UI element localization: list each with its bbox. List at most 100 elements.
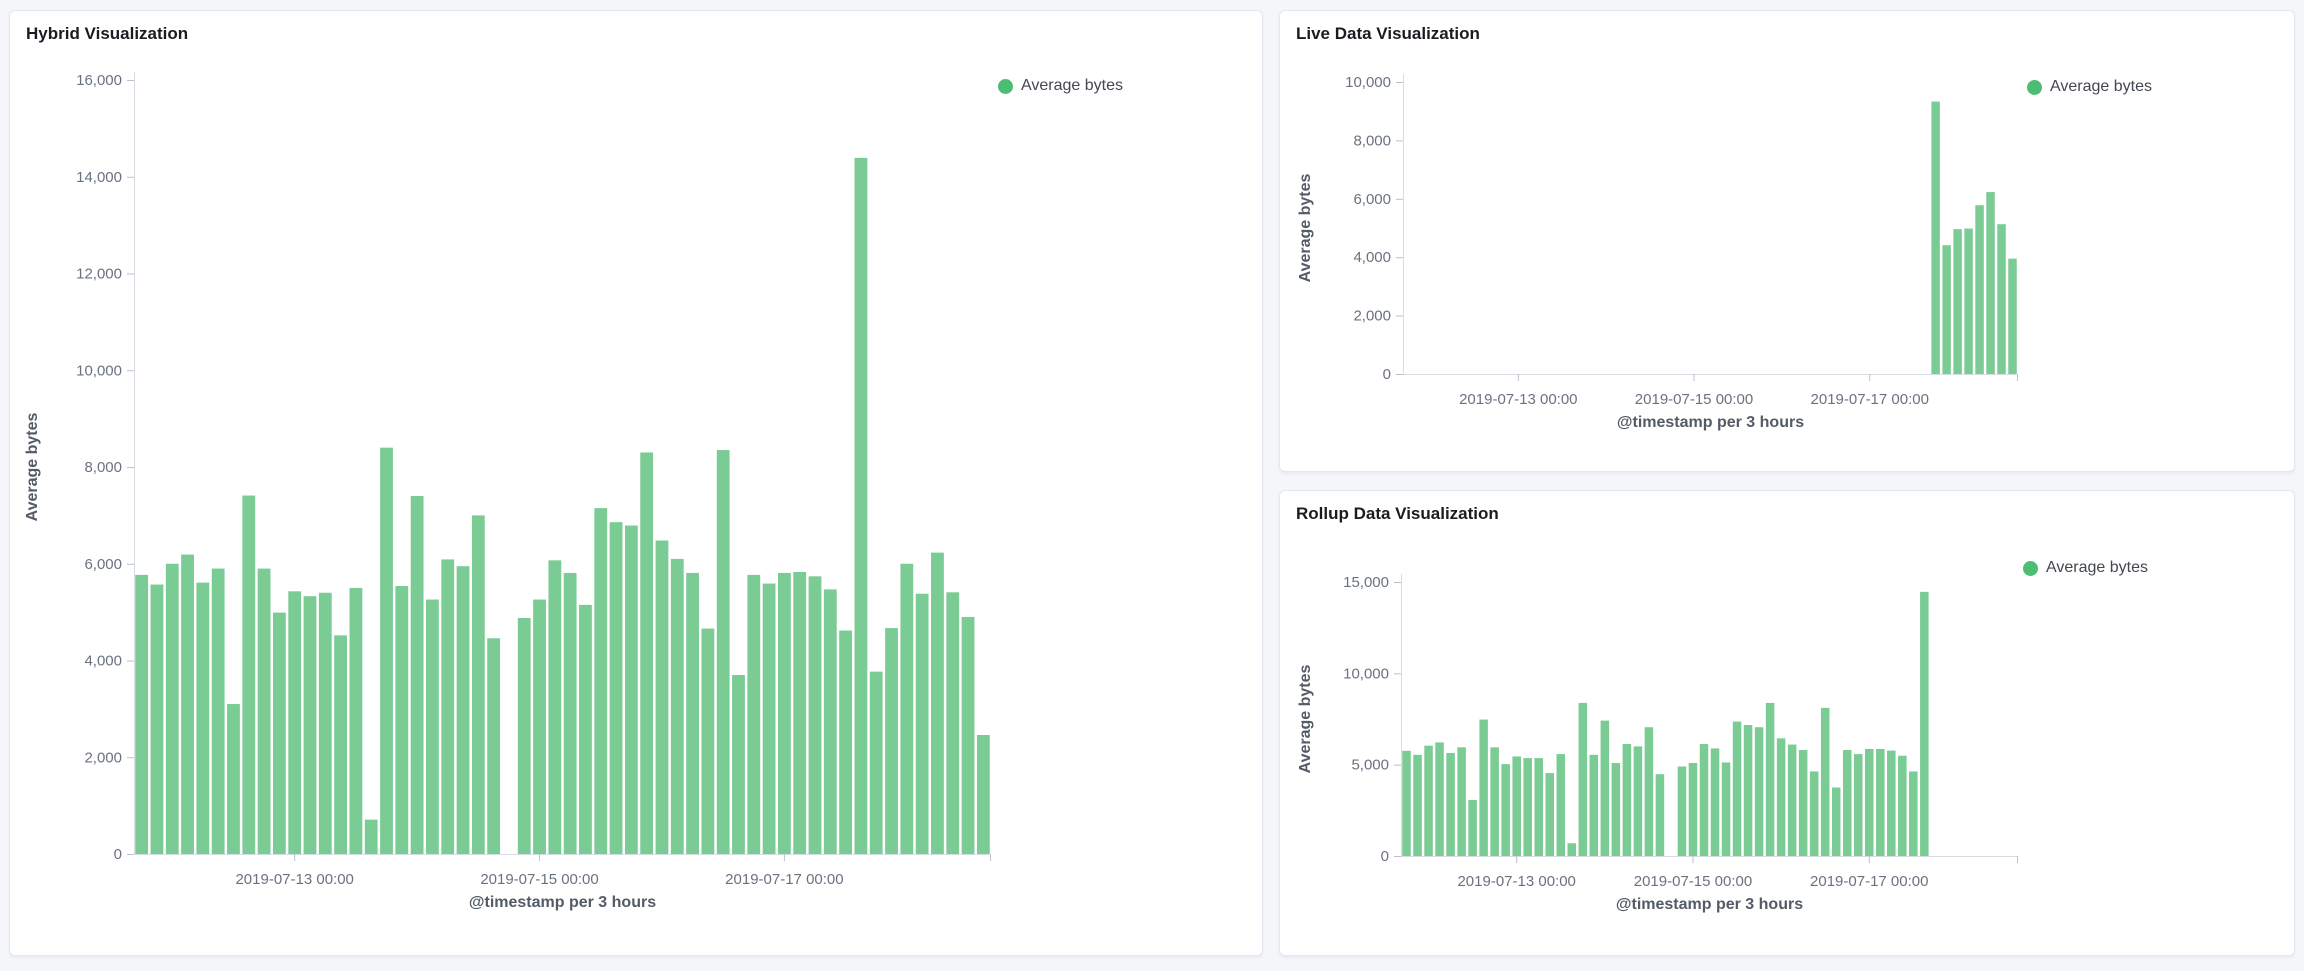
bar-slot-37[interactable]	[701, 628, 715, 854]
bar-slot-26[interactable]	[533, 599, 546, 854]
bar-slot-46[interactable]	[839, 630, 853, 854]
bar-slot-13[interactable]	[334, 635, 347, 854]
bar-slot-25[interactable]	[517, 617, 531, 854]
bar-slot-35[interactable]	[670, 558, 684, 854]
bar-slot-49[interactable]	[1942, 245, 1951, 374]
bar-slot-18[interactable]	[1600, 720, 1610, 856]
bar-slot-17[interactable]	[395, 586, 409, 854]
bar-slot-47[interactable]	[854, 157, 868, 854]
bar-slot-52[interactable]	[931, 552, 944, 854]
bar-slot-27[interactable]	[548, 560, 562, 854]
bar-slot-12[interactable]	[318, 592, 332, 854]
bar-slot-42[interactable]	[778, 572, 791, 854]
bar-slot-32[interactable]	[624, 525, 638, 854]
bar-slot-32[interactable]	[1754, 727, 1764, 856]
bar-slot-49[interactable]	[885, 628, 898, 854]
bar-slot-51[interactable]	[1964, 228, 1973, 374]
bar-slot-8[interactable]	[1490, 747, 1499, 856]
bar-slot-31[interactable]	[1743, 725, 1753, 856]
legend[interactable]: Average bytes	[2023, 559, 2148, 577]
bar-slot-10[interactable]	[288, 591, 302, 854]
bar-slot-30[interactable]	[594, 508, 608, 854]
bar-slot-14[interactable]	[1556, 754, 1566, 856]
bar-slot-20[interactable]	[1622, 744, 1632, 856]
bar-slot-29[interactable]	[1721, 762, 1731, 856]
bar-slot-51[interactable]	[915, 593, 929, 854]
bar-slot-38[interactable]	[1820, 707, 1830, 856]
bar-slot-13[interactable]	[1545, 773, 1554, 856]
bar-slot-8[interactable]	[257, 568, 271, 854]
bar-slot-15[interactable]	[364, 819, 378, 854]
bar-slot-22[interactable]	[471, 515, 485, 855]
bar-slot-34[interactable]	[655, 540, 669, 854]
bar-slot-50[interactable]	[900, 563, 914, 854]
bar-slot-25[interactable]	[1677, 766, 1687, 856]
bar-slot-47[interactable]	[1920, 591, 1929, 856]
bar-slot-31[interactable]	[609, 522, 623, 854]
bar-slot-55[interactable]	[976, 735, 990, 854]
bar-slot-54[interactable]	[1997, 224, 2006, 374]
bar-slot-7[interactable]	[1479, 719, 1488, 856]
bar-slot-23[interactable]	[487, 638, 501, 854]
bar-slot-9[interactable]	[1501, 764, 1510, 856]
bar-slot-14[interactable]	[349, 587, 363, 854]
bar-slot-34[interactable]	[1776, 738, 1786, 856]
bar-slot-44[interactable]	[808, 576, 822, 854]
bar-slot-53[interactable]	[946, 592, 960, 854]
bar-slot-5[interactable]	[1457, 747, 1466, 856]
bar-slot-6[interactable]	[1468, 799, 1477, 856]
bar-slot-35[interactable]	[1787, 744, 1797, 856]
bar-slot-6[interactable]	[227, 704, 240, 854]
bar-slot-43[interactable]	[793, 571, 807, 854]
bar-slot-30[interactable]	[1732, 721, 1742, 856]
bar-slot-28[interactable]	[563, 572, 577, 854]
bar-slot-12[interactable]	[1534, 758, 1543, 856]
bar-slot-16[interactable]	[380, 447, 393, 854]
bar-slot-39[interactable]	[1831, 787, 1841, 857]
bar-slot-21[interactable]	[1633, 746, 1643, 856]
bar-slot-53[interactable]	[1986, 192, 1995, 374]
bar-slot-50[interactable]	[1953, 229, 1962, 374]
bar-slot-3[interactable]	[181, 554, 194, 854]
bar-slot-19[interactable]	[426, 599, 439, 854]
bar-slot-1[interactable]	[150, 584, 164, 854]
bar-slot-37[interactable]	[1809, 771, 1819, 856]
bar-slot-27[interactable]	[1699, 744, 1709, 856]
bar-slot-16[interactable]	[1578, 702, 1588, 856]
bar-slot-39[interactable]	[732, 675, 745, 854]
bar-slot-33[interactable]	[1765, 702, 1775, 856]
bar-slot-36[interactable]	[686, 572, 699, 854]
bar-slot-42[interactable]	[1865, 748, 1874, 856]
bar-slot-22[interactable]	[1644, 727, 1654, 856]
bar-slot-10[interactable]	[1512, 756, 1521, 856]
bar-slot-23[interactable]	[1655, 774, 1665, 856]
bar-slot-11[interactable]	[1523, 758, 1532, 856]
bar-slot-15[interactable]	[1567, 843, 1577, 856]
bar-slot-36[interactable]	[1798, 750, 1808, 856]
bar-slot-21[interactable]	[456, 566, 470, 854]
bar-slot-26[interactable]	[1688, 763, 1698, 856]
bar-slot-40[interactable]	[747, 574, 761, 854]
bar-slot-2[interactable]	[1424, 745, 1433, 856]
bar-slot-18[interactable]	[410, 496, 424, 854]
bar-slot-29[interactable]	[579, 604, 592, 854]
bar-slot-2[interactable]	[165, 563, 179, 854]
bar-slot-4[interactable]	[1446, 752, 1455, 856]
bar-slot-0[interactable]	[135, 574, 149, 854]
bar-slot-43[interactable]	[1876, 748, 1885, 856]
bar-slot-20[interactable]	[441, 559, 455, 854]
bar-slot-41[interactable]	[762, 583, 776, 854]
bar-slot-3[interactable]	[1435, 742, 1444, 856]
bar-slot-11[interactable]	[303, 596, 317, 854]
bar-slot-19[interactable]	[1611, 763, 1621, 856]
bar-slot-0[interactable]	[1402, 750, 1411, 856]
bar-slot-4[interactable]	[196, 582, 210, 854]
bar-slot-55[interactable]	[2008, 258, 2017, 374]
bar-slot-28[interactable]	[1710, 748, 1720, 856]
bar-slot-48[interactable]	[869, 671, 883, 854]
bar-slot-48[interactable]	[1931, 101, 1940, 374]
legend[interactable]: Average bytes	[2027, 78, 2152, 96]
legend[interactable]: Average bytes	[998, 77, 1123, 95]
bar-slot-41[interactable]	[1853, 754, 1863, 856]
bar-slot-45[interactable]	[1898, 755, 1907, 856]
